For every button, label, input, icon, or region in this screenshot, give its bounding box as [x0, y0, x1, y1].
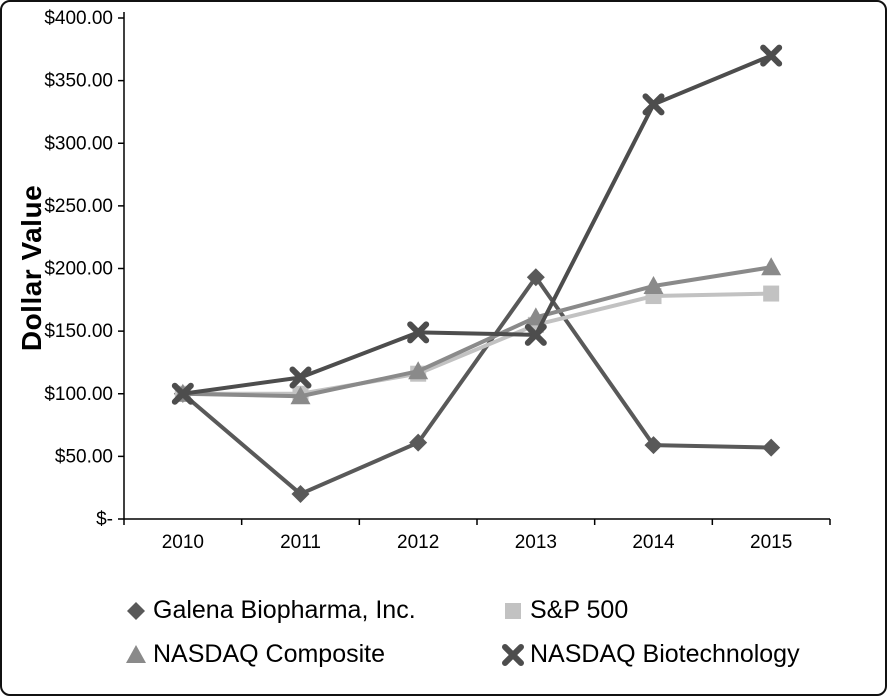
legend-item: S&P 500	[497, 594, 800, 626]
triangle-marker-icon	[126, 645, 146, 663]
y-tick-label: $100.00	[44, 384, 113, 405]
x-marker-icon	[502, 644, 524, 666]
series-x	[171, 44, 783, 405]
x-tick-label: 2011	[280, 532, 321, 553]
y-tick-label: $250.00	[44, 196, 113, 217]
y-tick-label: $50.00	[55, 446, 113, 467]
y-tick-label: $-	[96, 509, 113, 530]
legend-item: NASDAQ Composite	[120, 638, 497, 670]
x-tick-label: 2015	[750, 532, 792, 553]
legend-item: NASDAQ Biotechnology	[497, 638, 800, 670]
y-tick-label: $200.00	[44, 259, 113, 280]
chart-legend: Galena Biopharma, Inc. S&P 500 NASDAQ Comp…	[120, 594, 800, 670]
x-tick-label: 2012	[397, 532, 439, 553]
y-tick-label: $350.00	[44, 71, 113, 92]
x-tick-label: 2014	[632, 532, 675, 553]
x-tick-label: 2010	[162, 532, 204, 553]
y-axis-title: Dollar Value	[16, 184, 47, 352]
diamond-marker-icon	[127, 602, 145, 620]
y-tick-label: $300.00	[44, 133, 113, 154]
series-diamond	[173, 268, 781, 503]
chart-plot-area: $- $50.00 $100.00 $150.00 $200.00 $250.00 $300…	[44, 8, 831, 553]
legend-label: Galena Biopharma, Inc.	[153, 595, 416, 624]
y-tick-label: $400.00	[44, 8, 113, 29]
legend-label: S&P 500	[530, 595, 629, 624]
legend-label: NASDAQ Biotechnology	[530, 639, 800, 668]
x-tick-label: 2013	[515, 532, 557, 553]
legend-item: Galena Biopharma, Inc.	[120, 594, 497, 626]
y-tick-label: $150.00	[44, 321, 113, 342]
square-marker-icon	[505, 603, 521, 619]
legend-label: NASDAQ Composite	[153, 639, 386, 668]
